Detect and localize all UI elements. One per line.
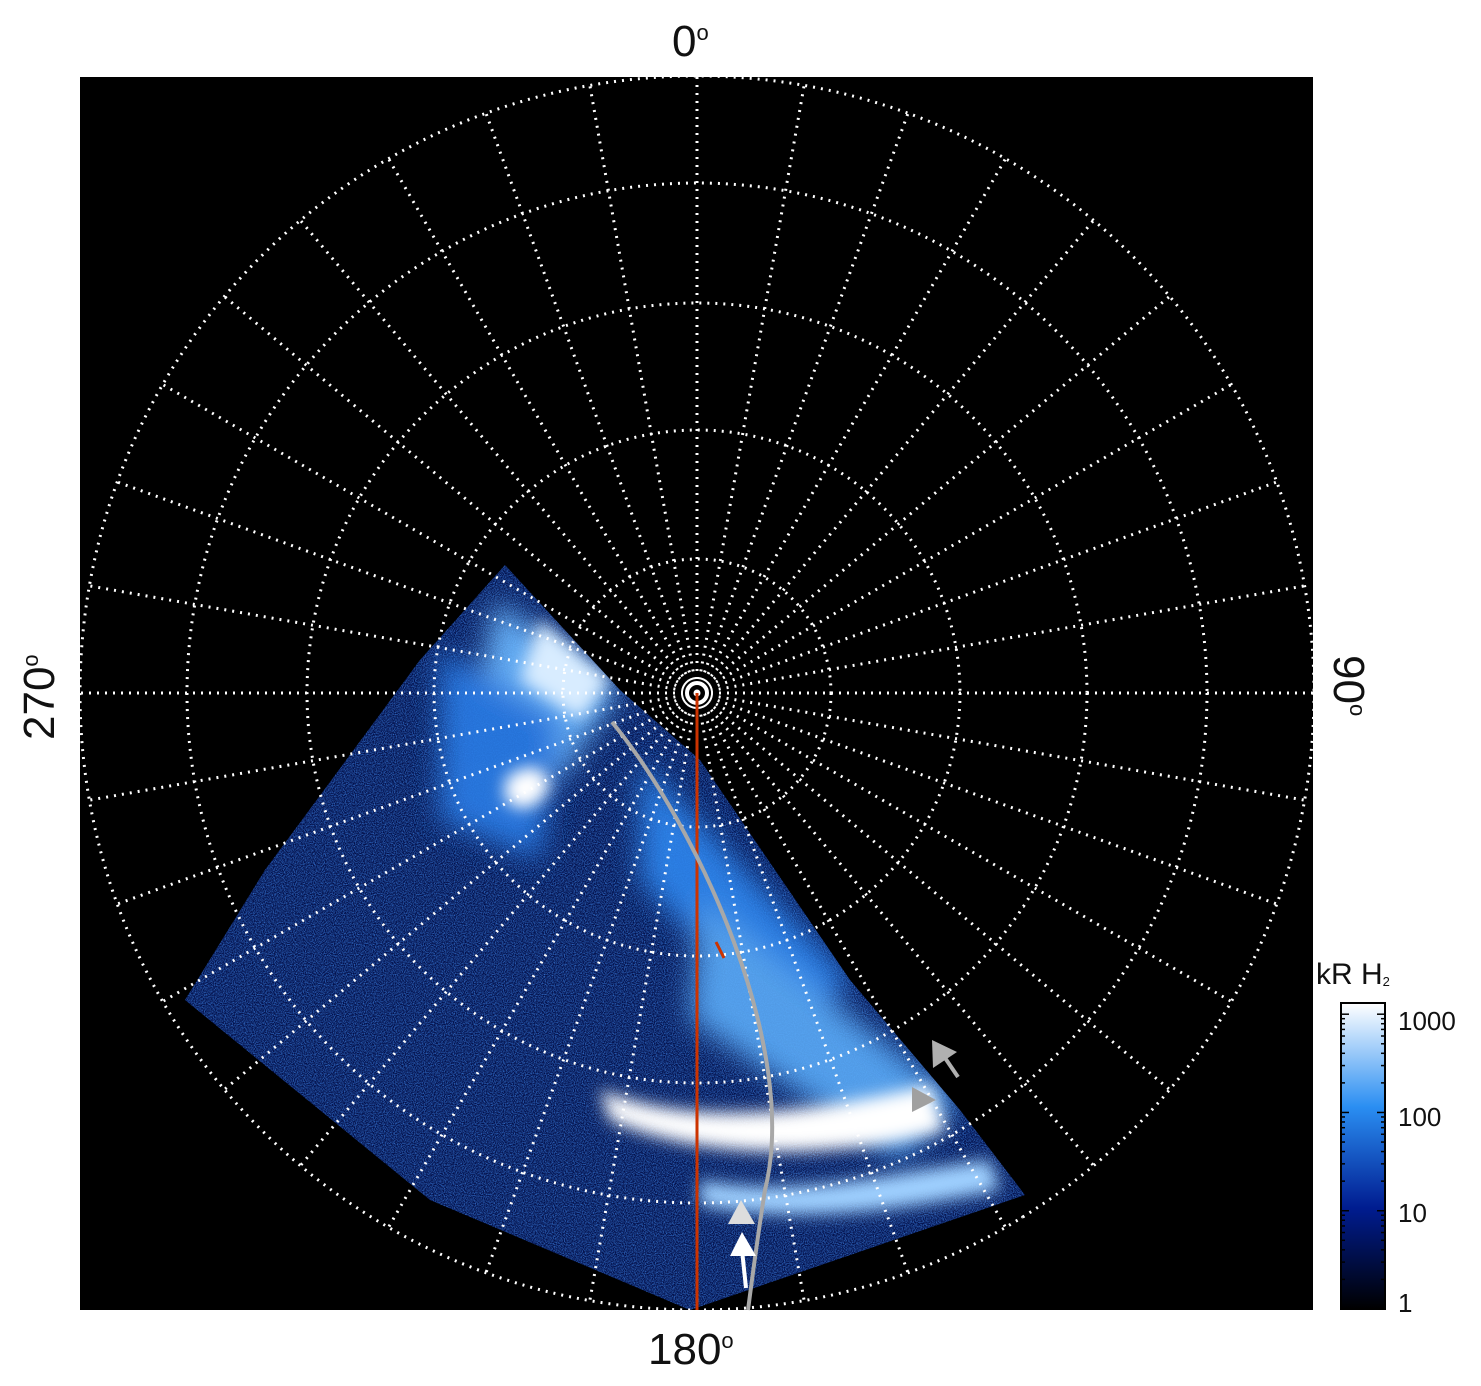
colorbar-ticks <box>1341 1013 1385 1310</box>
axis-label-bottom: 180o <box>648 1325 734 1374</box>
colorbar <box>1340 1002 1386 1310</box>
white-arrow-upper <box>728 1200 755 1224</box>
axis-label-right: 90o <box>1324 655 1373 717</box>
colorbar-title: kR H2 <box>1316 958 1390 991</box>
grey-arrow-lower <box>912 1087 936 1112</box>
colorbar-tick-label: 1000 <box>1398 1006 1456 1036</box>
trace-line <box>610 720 775 1311</box>
axis-label-top: 0o <box>672 17 709 66</box>
meridian-tick <box>714 941 726 959</box>
grey-arrow-upper <box>932 1040 960 1079</box>
colorbar-tick-label: 100 <box>1398 1102 1442 1132</box>
colorbar-tick-label: 1 <box>1398 1288 1413 1318</box>
white-arrow-lower <box>730 1232 756 1289</box>
axis-label-left: 270o <box>15 654 64 740</box>
colorbar-tick-label: 10 <box>1398 1198 1427 1228</box>
